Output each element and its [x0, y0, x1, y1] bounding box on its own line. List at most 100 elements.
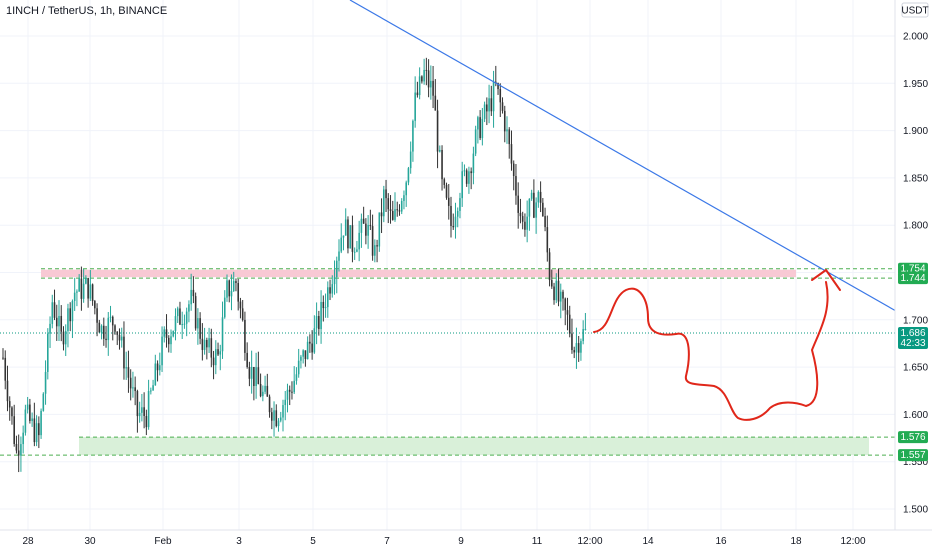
x-tick-label: 12:00 [840, 536, 865, 547]
candle-body [351, 225, 354, 252]
candle-body [571, 333, 573, 351]
x-tick-label: 18 [790, 536, 802, 547]
candle-body [96, 308, 98, 323]
candle-body [463, 170, 466, 172]
candle-body [347, 219, 349, 249]
countdown-label: 42:33 [900, 338, 925, 349]
candle-body [116, 331, 119, 335]
candle-body [24, 409, 27, 433]
candle-body [447, 197, 450, 206]
currency-label-box[interactable] [901, 2, 929, 18]
candle-body [533, 192, 535, 218]
x-tick-label: 30 [84, 536, 96, 547]
candle-body [183, 323, 186, 325]
candle-body [291, 391, 293, 393]
candle-body [362, 218, 365, 224]
candle-body [127, 367, 130, 378]
candle-body [501, 102, 504, 111]
candle-body [141, 407, 143, 413]
candle-body [257, 367, 260, 385]
candle-body [387, 198, 390, 210]
candle-body [470, 171, 472, 174]
trendline[interactable] [349, 0, 897, 312]
candle-body [389, 209, 392, 212]
x-tick-label: 3 [236, 536, 242, 547]
projection-path [593, 281, 829, 421]
candle-body [306, 341, 309, 360]
candle-body [445, 184, 448, 198]
candle-body [436, 110, 439, 152]
candle-body [192, 289, 195, 297]
candle-body [172, 330, 175, 337]
candle-body [394, 209, 396, 220]
candle-body [62, 331, 65, 345]
candle-body [443, 179, 446, 185]
candle-body [223, 297, 226, 318]
candle-body [150, 390, 152, 392]
candle-body [378, 212, 381, 247]
candle-body [264, 385, 266, 392]
candle-body [499, 89, 502, 103]
candle-body [517, 195, 519, 213]
candle-body [114, 325, 116, 332]
candle-body [174, 316, 177, 331]
candle-body [201, 338, 204, 350]
candle-body [273, 410, 275, 421]
candle-body [11, 407, 13, 417]
candle-body [293, 380, 295, 393]
candle-body [474, 129, 477, 154]
y-tick-label: 2.000 [903, 32, 928, 43]
candle-body [320, 301, 322, 330]
price-tag [898, 272, 928, 285]
candle-body [85, 278, 87, 284]
candle-body [322, 301, 325, 309]
candle-body [78, 278, 80, 292]
candle-body [271, 412, 273, 421]
candle-body [8, 401, 11, 408]
candle-body [20, 444, 22, 456]
candle-body [262, 391, 264, 397]
candle-body [519, 212, 522, 217]
candle-body [143, 407, 145, 416]
candle-body [284, 399, 287, 406]
candle-body [385, 189, 387, 199]
price-tag-label: 1.576 [900, 432, 925, 443]
candle-body [456, 210, 459, 217]
candle-body [185, 311, 188, 324]
candle-body [100, 325, 103, 333]
candle-body [181, 324, 183, 326]
candle-body [497, 83, 499, 90]
x-tick-label: 12:00 [577, 536, 602, 547]
candle-body [396, 209, 399, 211]
y-tick-label: 1.900 [903, 126, 928, 137]
candle-body [219, 351, 222, 355]
candle-body [515, 176, 517, 196]
candle-body [472, 153, 475, 174]
candle-body [421, 76, 423, 82]
candle-body [138, 412, 141, 417]
candle-body [248, 366, 251, 379]
candle-body [553, 286, 555, 301]
candle-body [69, 308, 71, 322]
candle-body [311, 343, 313, 353]
candle-body [524, 221, 526, 230]
candle-body [430, 80, 432, 88]
candle-body [548, 252, 551, 281]
candle-body [129, 377, 132, 389]
candle-body [391, 211, 394, 220]
candle-body [163, 329, 166, 337]
candle-body [47, 333, 49, 372]
candle-body [230, 291, 233, 297]
candle-body [380, 212, 383, 217]
candle-body [537, 191, 540, 203]
candle-body [510, 144, 513, 164]
candle-body [105, 338, 107, 341]
candle-body [125, 367, 127, 369]
candle-body [237, 283, 239, 302]
candle-body [452, 226, 455, 228]
candle-body [13, 416, 15, 444]
candle-body [250, 366, 253, 379]
candle-body [425, 69, 428, 71]
candle-body [304, 350, 307, 360]
